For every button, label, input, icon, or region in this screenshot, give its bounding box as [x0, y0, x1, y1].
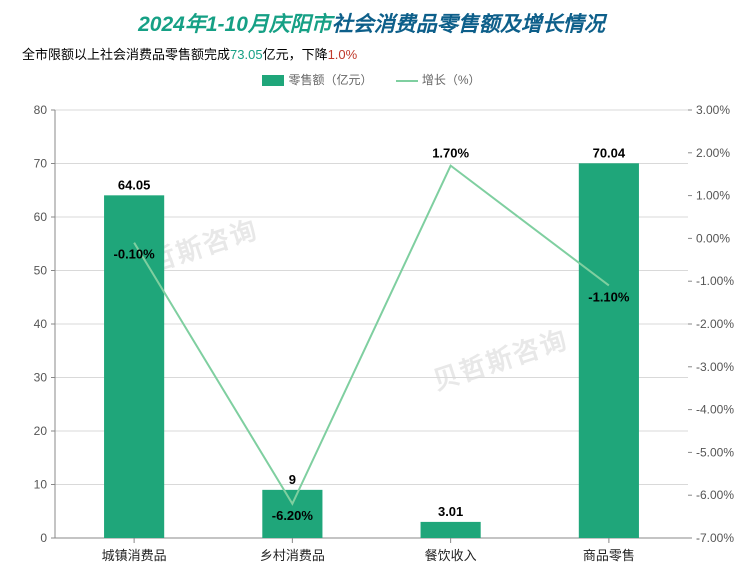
legend-bar-swatch — [262, 75, 284, 86]
growth-line — [134, 166, 609, 504]
svg-text:-7.00%: -7.00% — [696, 531, 734, 545]
svg-text:50: 50 — [34, 264, 48, 278]
legend-line: 增长（%） — [396, 71, 481, 88]
subtitle-mid: 亿元，下降 — [263, 47, 328, 62]
svg-text:1.00%: 1.00% — [696, 189, 730, 203]
svg-text:3.00%: 3.00% — [696, 103, 730, 117]
legend: 零售额（亿元） 增长（%） — [0, 63, 743, 88]
svg-text:60: 60 — [34, 210, 48, 224]
svg-text:0.00%: 0.00% — [696, 231, 730, 245]
svg-text:2.00%: 2.00% — [696, 146, 730, 160]
bar — [579, 163, 639, 538]
legend-bar-label: 零售额（亿元） — [288, 73, 372, 87]
legend-bar: 零售额（亿元） — [262, 71, 372, 88]
chart-svg: 0 10 20 30 40 50 60 70 80 -7.00% -6.00% -5.00% -4.00… — [0, 100, 743, 575]
svg-text:10: 10 — [34, 478, 48, 492]
svg-text:30: 30 — [34, 371, 48, 385]
category-label: 餐饮收入 — [425, 548, 477, 563]
title-right: 社会消费品零售额及增长情况 — [332, 13, 605, 36]
category-label: 商品零售 — [583, 548, 635, 563]
subtitle-prefix: 全市限额以上社会消费品零售额完成 — [22, 47, 230, 62]
bar-value-label: 70.04 — [593, 145, 626, 160]
growth-label: -1.10% — [588, 289, 630, 304]
svg-text:-5.00%: -5.00% — [696, 445, 734, 459]
bar-value-label: 64.05 — [118, 177, 151, 192]
legend-line-swatch — [396, 80, 418, 82]
growth-label: -0.10% — [114, 247, 156, 262]
subtitle-value: 73.05 — [230, 47, 263, 62]
svg-text:-6.00%: -6.00% — [696, 488, 734, 502]
growth-label: 1.70% — [432, 146, 469, 161]
svg-text:70: 70 — [34, 157, 48, 171]
svg-text:20: 20 — [34, 424, 48, 438]
chart-area: 0 10 20 30 40 50 60 70 80 -7.00% -6.00% -5.00% -4.00… — [0, 100, 743, 585]
category-label: 乡村消费品 — [260, 548, 325, 563]
growth-label: -6.20% — [272, 508, 314, 523]
category-label: 城镇消费品 — [102, 548, 167, 563]
bar-value-label: 3.01 — [438, 504, 463, 519]
legend-line-label: 增长（%） — [422, 73, 481, 87]
svg-text:-1.00%: -1.00% — [696, 274, 734, 288]
svg-text:-3.00%: -3.00% — [696, 360, 734, 374]
svg-text:80: 80 — [34, 103, 48, 117]
bar-value-label: 9 — [289, 472, 296, 487]
title-left: 2024年1-10月庆阳市 — [138, 13, 332, 36]
subtitle-drop: 1.0% — [328, 47, 358, 62]
chart-subtitle: 全市限额以上社会消费品零售额完成73.05亿元，下降1.0% — [0, 38, 743, 63]
bar — [421, 522, 481, 538]
svg-text:-4.00%: -4.00% — [696, 403, 734, 417]
svg-text:0: 0 — [40, 531, 47, 545]
svg-text:40: 40 — [34, 317, 48, 331]
chart-title: 2024年1-10月庆阳市社会消费品零售额及增长情况 — [0, 0, 743, 38]
svg-text:-2.00%: -2.00% — [696, 317, 734, 331]
